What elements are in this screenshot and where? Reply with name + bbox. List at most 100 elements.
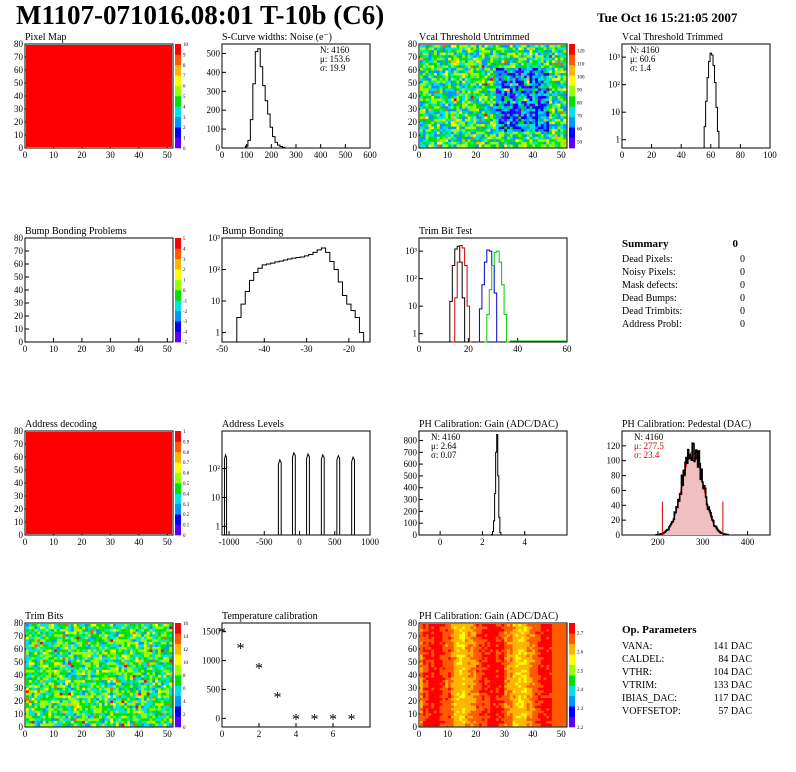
vcal-untrimmed-xtick-label: 30 (500, 150, 510, 160)
trim-bits-palette-label: 14 (183, 635, 189, 640)
trim-bits-ytick-label: 60 (14, 644, 24, 654)
address-levels-xtick-label: -500 (256, 537, 273, 547)
address-decoding-fill (26, 432, 172, 534)
ph-gain-ytick-label: 300 (404, 495, 418, 505)
ph-gain-map-ytick-label: 40 (408, 670, 418, 680)
ph-gain-map-palette-label: 2.4 (577, 688, 584, 693)
pixel-map-xtick-label: 0 (23, 150, 28, 160)
address-decoding-xtick-label: 10 (49, 537, 59, 547)
vcal-untrimmed-chart: Vcal Threshold Untrimmed 0 10 20 30 40 50 0 10 20… (408, 32, 585, 160)
address-levels-peak (291, 451, 296, 535)
address-decoding-xtick-label: 50 (163, 537, 173, 547)
trim-bits-chart: Trim Bits 0 10 20 30 40 50 0 10 20 30 40 50 60 70 80 0 2 4… (14, 611, 189, 739)
pixel-map-ytick-label: 20 (14, 117, 24, 127)
bump-bonding-hist (232, 247, 368, 343)
trim-bits-palette-label: 6 (183, 687, 186, 692)
summary-row-value: 0 (740, 267, 745, 278)
trim-bit-test-series-3 (484, 250, 510, 343)
ph-gain-map-palette-label: 2.6 (577, 650, 584, 655)
bump-bonding-problems-palette-label: 4 (183, 247, 186, 252)
vcal-untrimmed-palette-label: 70 (577, 115, 583, 120)
bump-bonding-problems-ytick-label: 0 (19, 337, 24, 347)
scurve-widths-title: S-Curve widths: Noise (e⁻) (222, 32, 332, 43)
timestamp: Tue Oct 16 15:21:05 2007 (597, 10, 738, 25)
bump-bonding-xtick-label: -20 (343, 344, 355, 354)
address-decoding-palette-label: 0.1 (183, 524, 190, 529)
temperature-calibration-xtick-label: 2 (257, 729, 262, 739)
bump-bonding-problems-palette-label: -3 (183, 320, 188, 325)
trim-bits-palette-label: 12 (183, 648, 189, 653)
pixel-map-palette-label: 4 (183, 105, 186, 110)
bump-bonding-ytick-label: 10 (211, 296, 221, 306)
vcal-untrimmed-ytick-label: 30 (408, 104, 418, 114)
bump-bonding-problems-palette (175, 238, 181, 343)
bump-bonding-problems-ytick-label: 70 (14, 246, 24, 256)
op-parameter-label: VTHR: (622, 667, 652, 678)
address-decoding-ytick-label: 60 (14, 452, 24, 462)
ph-gain-map-ytick-label: 60 (408, 644, 418, 654)
ph-pedestal-ytick-label: 80 (611, 471, 621, 481)
summary-row-label: Dead Bumps: (622, 293, 677, 304)
ph-gain-map-palette-label: 2.3 (577, 707, 584, 712)
ph-gain-map-palette-label: 2.7 (577, 631, 584, 636)
pixel-map-palette-label: 8 (183, 64, 186, 69)
vcal-untrimmed-xtick-label: 10 (443, 150, 453, 160)
bump-bonding-problems-xtick-label: 10 (49, 344, 59, 354)
vcal-untrimmed-ytick-label: 50 (408, 78, 418, 88)
pixel-map-xtick-label: 30 (106, 150, 116, 160)
scurve-widths-xtick-label: 600 (363, 150, 377, 160)
bump-bonding-problems-palette-label: 0 (183, 289, 186, 294)
ph-gain-map-xtick-label: 10 (443, 729, 453, 739)
pixel-map-palette-label: 6 (183, 85, 186, 90)
pixel-map-palette-label: 5 (183, 95, 186, 100)
ph-gain-frame (418, 430, 568, 536)
pixel-map-chart: Pixel Map 0 10 20 30 40 50 0 10 20 30 40 50 60 70 80 0 1 2… (14, 32, 189, 160)
bump-bonding-problems-title: Bump Bonding Problems (25, 226, 127, 237)
temperature-calibration-xtick-label: 4 (294, 729, 299, 739)
address-levels-title: Address Levels (222, 419, 284, 430)
trim-bits-ytick-label: 10 (14, 709, 24, 719)
bump-bonding-problems-ytick-label: 50 (14, 272, 24, 282)
ph-pedestal-xtick-label: 400 (741, 537, 755, 547)
ph-gain-map-xtick-label: 30 (500, 729, 510, 739)
address-decoding-ytick-label: 10 (14, 517, 24, 527)
op-parameters-title: Op. Parameters (622, 624, 697, 636)
op-parameter-value: 84 DAC (718, 654, 752, 665)
bump-bonding-problems-palette-label: -1 (183, 299, 188, 304)
temperature-calibration-point: * (237, 640, 245, 657)
temperature-calibration-point: * (218, 625, 226, 642)
op-parameter-label: VOFFSETOP: (622, 706, 681, 717)
temperature-calibration-xtick-label: 0 (220, 729, 225, 739)
ph-gain-map-palette-label: 2.5 (577, 669, 584, 674)
vcal-untrimmed-palette-label: 100 (577, 76, 585, 81)
vcal-untrimmed-ytick-label: 20 (408, 117, 418, 127)
scurve-widths-ytick-label: 200 (207, 105, 221, 115)
address-decoding-palette-label: 0.7 (183, 461, 190, 466)
bump-bonding-problems-palette-label: 3 (183, 258, 186, 263)
ph-gain-map-palette (569, 623, 575, 728)
vcal-trimmed-title: Vcal Threshold Trimmed (622, 32, 723, 43)
address-levels-chart: Address Levels -1000 -500 0 500 1000 1 10 10² (208, 419, 379, 547)
temperature-calibration-xtick-label: 6 (331, 729, 336, 739)
pixel-map-ytick-label: 80 (14, 39, 24, 49)
ph-pedestal-hist (655, 442, 730, 536)
address-decoding-ytick-label: 50 (14, 465, 24, 475)
ph-gain-map-ytick-label: 10 (408, 709, 418, 719)
address-levels-xtick-label: 1000 (361, 537, 380, 547)
vcal-trimmed-stat: μ: 60.6 (630, 54, 656, 64)
ph-gain-ytick-label: 0 (413, 530, 418, 540)
pixel-map-ytick-label: 70 (14, 52, 24, 62)
ph-gain-map-xtick-label: 0 (417, 729, 422, 739)
address-decoding-xtick-label: 0 (23, 537, 28, 547)
summary-row-label: Dead Pixels: (622, 254, 673, 265)
vcal-untrimmed-palette-label: 50 (577, 141, 583, 146)
pixel-map-palette-label: 2 (183, 126, 186, 131)
summary-row-label: Dead Trimbits: (622, 306, 682, 317)
trim-bits-palette-label: 0 (183, 726, 186, 731)
trim-bit-test-frame (418, 237, 568, 343)
op-parameter-label: VANA: (622, 641, 652, 652)
bump-bonding-problems-xtick-label: 50 (163, 344, 173, 354)
trim-bit-test-xtick-label: 0 (417, 344, 422, 354)
